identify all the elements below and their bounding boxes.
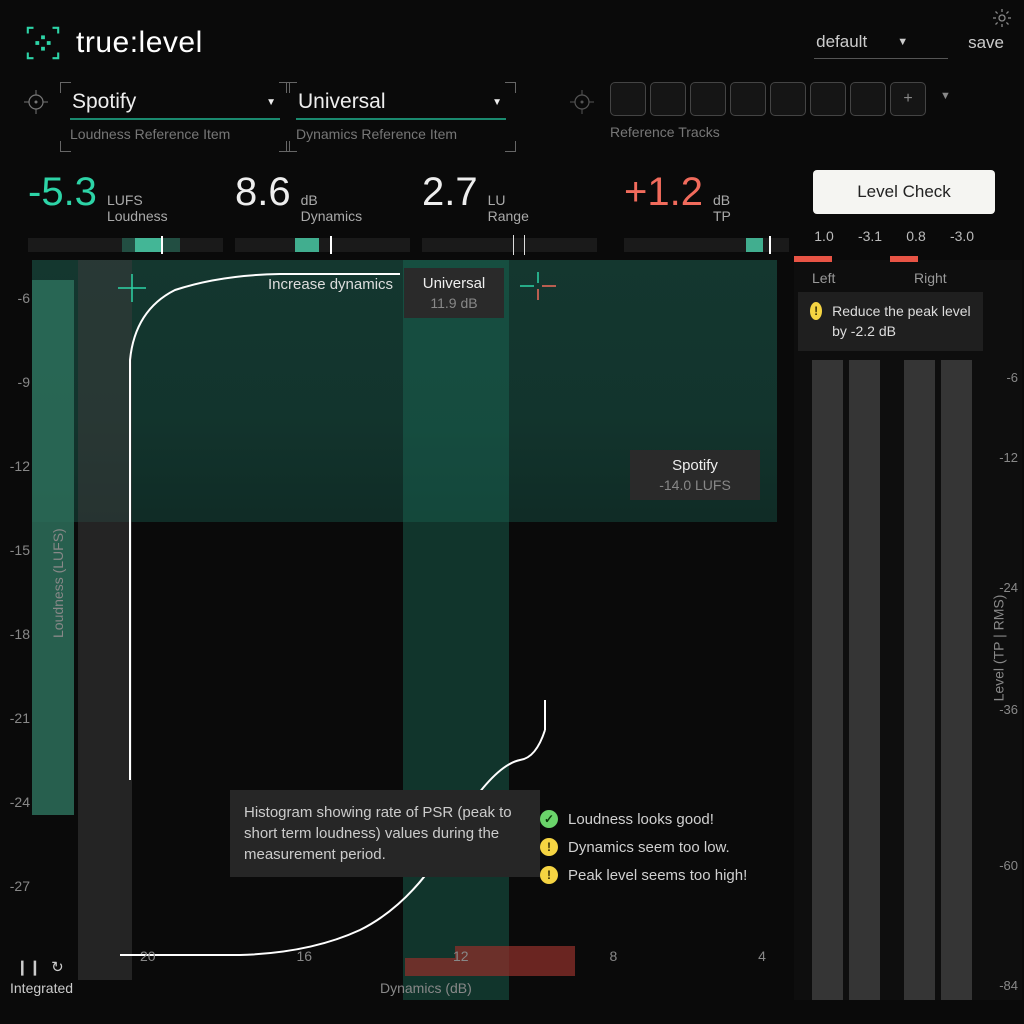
save-button[interactable]: save [968,33,1004,53]
meter-bar-left-tp [812,360,843,1000]
status-item: ✓ Loudness looks good! [540,810,747,828]
chevron-down-icon[interactable]: ▼ [940,90,951,102]
add-track-button[interactable]: + [890,82,926,116]
track-slot[interactable] [610,82,646,116]
peak-warning: ! Reduce the peak level by -2.2 dB [798,292,983,351]
crosshair-icon [520,272,556,305]
preset-select[interactable]: default ▼ [814,28,948,59]
loudness-reference-select[interactable]: Spotify ▼ [70,88,280,120]
status-item: ! Peak level seems too high! [540,866,747,884]
track-slot[interactable] [730,82,766,116]
tp-bar[interactable] [624,238,789,252]
channel-labels: LeftRight [812,270,1012,286]
tp-value: +1.2 [624,170,703,215]
loudness-reference-block: Spotify ▼ Loudness Reference Item [60,82,290,152]
pause-icon[interactable]: ❙❙ [16,958,41,976]
integration-mode[interactable]: Integrated [10,980,73,996]
meter-axis-label: Level (TP | RMS) [991,595,1007,702]
loudness-reference-sublabel: Loudness Reference Item [70,126,280,142]
range-bar[interactable] [422,238,597,252]
loudness-dynamics-plot[interactable]: Increase dynamics Universal 11.9 dB Spot… [0,260,786,1000]
chevron-down-icon: ▼ [897,36,908,48]
x-axis-label: Dynamics (dB) [380,980,472,996]
metrics-row: -5.3 LUFS Loudness 8.6 dB Dynamics 2.7 [0,152,1024,252]
logo-icon [24,24,62,62]
dynamics-reference-select[interactable]: Universal ▼ [296,88,506,120]
meter-bar-right-tp [904,360,935,1000]
track-slot[interactable] [690,82,726,116]
logo: true:level [24,24,203,62]
check-icon: ✓ [540,810,558,828]
chevron-down-icon: ▼ [492,97,502,108]
meter-bar-right-rms [941,360,972,1000]
dynamics-bar[interactable] [235,238,410,252]
dynamics-reference-block: Universal ▼ Dynamics Reference Item [286,82,516,152]
target-icon [24,90,48,114]
meter-bar-left-rms [849,360,880,1000]
metric-dynamics: 8.6 dB Dynamics [235,170,410,252]
dynamics-value: 8.6 [235,170,291,215]
hint-text: Increase dynamics [268,276,393,293]
meter-panel: LeftRight ! Reduce the peak level by -2.… [794,260,1022,1000]
universal-tag: Universal 11.9 dB [404,268,504,318]
reference-tracks-label: Reference Tracks [610,124,926,140]
track-slot[interactable] [810,82,846,116]
metric-range: 2.7 LU Range [422,170,597,252]
reference-track-slots: + [610,82,926,116]
loudness-bar[interactable] [28,238,223,252]
loudness-value: -5.3 [28,170,97,215]
target-icon [570,90,594,114]
reset-icon[interactable]: ↻ [51,958,64,976]
tooltip: Histogram showing rate of PSR (peak to s… [230,790,540,877]
footer-controls: ❙❙ ↻ Integrated [10,958,73,996]
dynamics-reference-sublabel: Dynamics Reference Item [296,126,506,142]
preset-value: default [816,32,867,52]
app-name: true:level [76,26,203,60]
status-item: ! Dynamics seem too low. [540,838,747,856]
level-check-values: 1.0 -3.1 0.8 -3.0 [801,228,995,244]
metric-tp: +1.2 dB TP [624,170,789,252]
warn-icon: ! [540,866,558,884]
spotify-tag: Spotify -14.0 LUFS [630,450,760,500]
reference-row: Spotify ▼ Loudness Reference Item Univer… [0,74,1024,152]
metric-loudness: -5.3 LUFS Loudness [28,170,223,252]
track-slot[interactable] [770,82,806,116]
track-slot[interactable] [850,82,886,116]
y-axis: -6-9 -12-15 -18-21 -24-27 [2,290,30,894]
y-axis-label: Loudness (LUFS) [50,528,66,638]
status-list: ✓ Loudness looks good! ! Dynamics seem t… [540,810,747,884]
topbar: true:level default ▼ save [0,0,1024,74]
track-slot[interactable] [650,82,686,116]
chevron-down-icon: ▼ [266,97,276,108]
x-axis: 2016 128 4 [140,948,766,964]
warn-icon: ! [810,302,822,320]
level-check-button[interactable]: Level Check [813,170,995,214]
main-area: Increase dynamics Universal 11.9 dB Spot… [0,260,1024,1000]
crosshair-icon [118,274,146,307]
level-meters [812,360,972,1000]
range-value: 2.7 [422,170,478,215]
warn-icon: ! [540,838,558,856]
gear-icon[interactable] [992,8,1012,28]
